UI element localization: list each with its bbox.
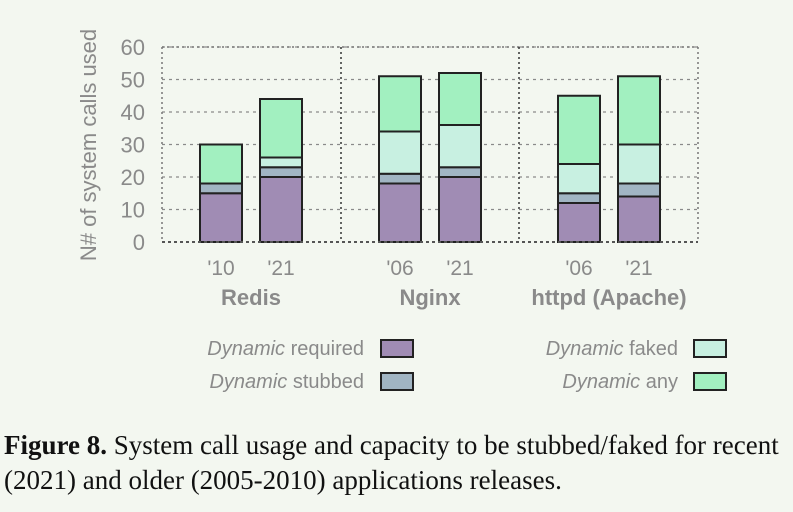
group-label: Redis (221, 285, 281, 310)
bar-segment-required (259, 176, 303, 243)
legend-label: Dynamic faked (546, 338, 678, 360)
legend-swatch-faked (693, 339, 727, 358)
stacked-bar-chart: 0 10 20 30 40 50 60 N# of system calls used '10 '… (76, 29, 727, 393)
bar-segment-required (438, 176, 482, 243)
y-tick-label: 50 (121, 68, 145, 93)
y-tick-label: 40 (121, 100, 145, 125)
caption-text: System call usage and capacity to be stu… (4, 430, 779, 495)
bar-segment-required (199, 192, 243, 243)
bar-segment-stubbed (557, 192, 601, 204)
legend-emphasis: Dynamic (546, 338, 624, 360)
legend-swatch-any (693, 372, 727, 391)
bar-segment-stubbed (378, 172, 422, 185)
group-label: httpd (Apache) (531, 285, 686, 310)
legend-label: Dynamic stubbed (209, 371, 364, 393)
legend-series-name: required (285, 338, 364, 360)
x-tick-label: '21 (446, 257, 473, 280)
x-tick-label: '21 (267, 257, 294, 280)
bar-segment-faked (557, 163, 601, 195)
bar-segment-any (199, 143, 243, 185)
legend-series-name: any (640, 371, 678, 393)
legend-label: Dynamic required (207, 338, 364, 360)
bar-segment-faked (259, 156, 303, 169)
bar-segment-required (378, 182, 422, 243)
legend-swatch-required (380, 339, 414, 358)
x-tick-label: '10 (207, 257, 234, 280)
legend-emphasis: Dynamic (209, 371, 287, 393)
y-tick-label: 20 (121, 165, 145, 190)
bar-segment-any (438, 72, 482, 126)
x-tick-label: '06 (386, 257, 413, 280)
bar-segment-any (378, 75, 422, 133)
y-tick-label: 10 (121, 198, 145, 223)
figure-caption: Figure 8. System call usage and capacity… (4, 428, 789, 498)
bar-segment-stubbed (259, 166, 303, 178)
bar-segment-faked (378, 130, 422, 175)
bar-segment-stubbed (438, 166, 482, 178)
y-axis-label: N# of system calls used (76, 29, 101, 261)
bar-segment-stubbed (617, 182, 661, 198)
caption-label: Figure 8. (4, 430, 107, 460)
legend-emphasis: Dynamic (207, 338, 285, 360)
legend-label: Dynamic any (562, 371, 678, 393)
bar-segment-required (557, 202, 601, 243)
bar-segment-faked (617, 143, 661, 185)
y-tick-label: 0 (133, 230, 145, 255)
legend-series-name: faked (624, 338, 678, 360)
bar-segment-any (259, 98, 303, 159)
y-tick-label: 30 (121, 133, 145, 158)
bar-segment-stubbed (199, 182, 243, 195)
bar-segment-any (617, 75, 661, 146)
bar-segment-faked (438, 124, 482, 169)
x-tick-label: '21 (625, 257, 652, 280)
legend-emphasis: Dynamic (562, 371, 640, 393)
y-tick-label: 60 (121, 35, 145, 60)
legend-series-name: stubbed (287, 371, 364, 393)
bar-segment-any (557, 94, 601, 165)
x-tick-label: '06 (565, 257, 592, 280)
bar-segment-required (617, 195, 661, 243)
group-label: Nginx (399, 285, 461, 310)
legend-swatch-stubbed (380, 372, 414, 391)
